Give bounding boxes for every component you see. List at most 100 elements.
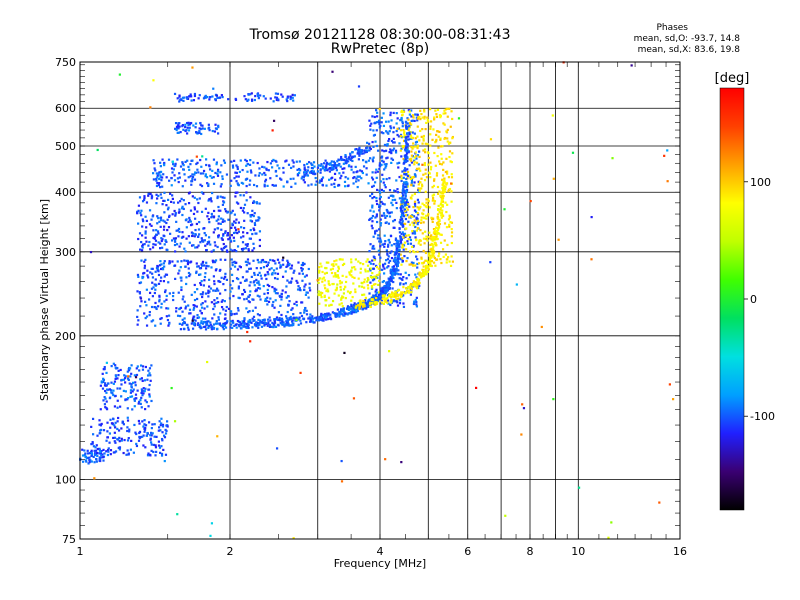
echo-point [306,162,309,166]
x-axis-label: Frequency [MHz] [334,557,426,570]
echo-point [397,269,400,272]
echo-point [520,433,523,436]
echo-point [307,317,310,320]
echo-point [264,178,268,181]
echo-point [205,163,208,167]
echo-point [394,256,397,259]
echo-point [445,258,448,261]
echo-point [442,182,445,185]
echo-point [217,126,220,129]
echo-point [230,313,233,317]
echo-point [229,239,232,242]
echo-point [571,151,575,154]
echo-point [186,132,189,135]
echo-point [440,145,443,148]
echo-point [204,328,208,331]
echo-point [375,176,378,179]
echo-point [224,322,227,325]
echo-point [399,253,402,256]
echo-point [397,273,400,276]
echo-point [181,124,184,127]
echo-point [332,282,335,286]
echo-point [222,234,225,237]
echo-point [404,156,407,159]
echo-point [307,296,310,299]
echo-point [371,197,374,200]
echo-point [247,249,250,252]
echo-point [346,290,350,293]
echo-point [412,222,416,225]
echo-point [288,324,291,327]
echo-point [402,157,405,161]
echo-point [305,309,308,312]
echo-point [271,166,274,169]
echo-point [266,271,269,274]
echo-point [326,288,329,291]
echo-point [202,325,206,329]
echo-point [100,428,103,432]
echo-point [173,264,177,267]
echo-point [202,192,205,195]
echo-point [90,443,93,446]
echo-point [175,220,178,223]
echo-point [416,119,419,122]
echo-point [431,250,434,253]
echo-point [386,156,389,159]
echo-point [332,263,335,266]
echo-point [302,317,306,320]
echo-point [267,321,270,324]
echo-point [423,110,426,113]
echo-point [242,194,245,197]
echo-point [395,247,398,250]
echo-point [231,279,235,283]
echo-point [309,289,312,292]
echo-point [387,238,391,242]
echo-point [178,172,181,175]
echo-point [450,241,453,245]
echo-point [399,135,402,138]
echo-point [354,268,357,271]
echo-point [257,282,260,285]
echo-point [184,305,188,308]
echo-point [191,317,195,320]
echo-point [271,259,274,262]
echo-point [450,200,453,203]
echo-point [136,290,139,293]
echo-point [222,242,225,246]
echo-point [167,215,171,219]
echo-point [359,304,362,307]
echo-point [274,96,277,99]
echo-point [159,186,162,189]
echo-point [252,298,255,301]
echo-point [411,232,414,235]
echo-point [249,196,252,199]
echo-point [400,118,403,121]
echo-point [163,191,166,194]
echo-point [247,321,250,324]
echo-point [182,295,185,298]
echo-point [191,175,195,179]
echo-point [157,273,161,277]
echo-point [160,263,163,266]
echo-point [202,320,205,324]
echo-point [373,195,376,199]
echo-point [201,260,205,264]
echo-point [182,199,185,202]
echo-point [396,259,399,263]
echo-point [281,318,284,322]
echo-point [226,210,230,213]
echo-point [143,423,146,426]
echo-point [194,319,197,322]
echo-point [440,233,443,236]
echo-point [133,399,136,402]
echo-point [390,151,393,155]
echo-point [443,180,446,183]
echo-point [395,207,398,210]
echo-point [390,274,394,277]
echo-point [388,189,392,192]
echo-point [383,262,387,265]
echo-point [413,156,416,159]
echo-point [152,79,155,82]
echo-point [245,307,248,310]
echo-point [305,172,308,175]
